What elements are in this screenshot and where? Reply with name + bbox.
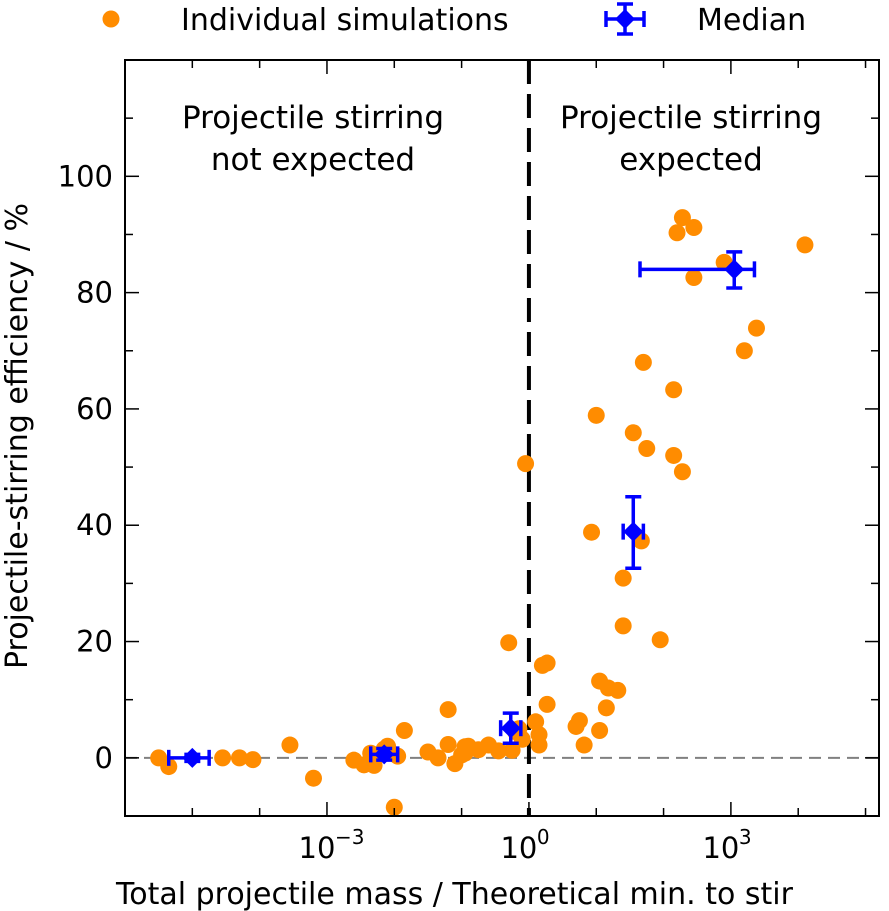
individual-point xyxy=(634,353,652,371)
region-label-left-line1: Projectile stirring xyxy=(182,100,444,136)
individual-point xyxy=(439,701,457,719)
median-diamond xyxy=(374,744,395,765)
individual-point xyxy=(735,342,753,360)
individual-point xyxy=(668,224,686,242)
median-diamond xyxy=(724,259,745,280)
x-axis-label: Total projectile mass / Theoretical min.… xyxy=(115,877,794,911)
x-tick-label-exponent: 0 xyxy=(537,825,550,849)
individual-point xyxy=(214,749,232,767)
individual-point xyxy=(538,654,556,672)
legend-marker-median xyxy=(604,2,646,36)
y-tick-label: 20 xyxy=(76,625,113,659)
individual-point xyxy=(538,695,556,713)
individual-point xyxy=(651,631,669,649)
median-point xyxy=(638,250,757,290)
median-point xyxy=(604,2,646,36)
plot-frame xyxy=(124,59,880,817)
individual-point xyxy=(230,749,248,767)
x-tick-label-exponent: 3 xyxy=(739,825,752,849)
median-diamond xyxy=(615,9,635,29)
median-point xyxy=(167,747,211,768)
x-tick-label: 10 xyxy=(702,831,739,865)
individual-point xyxy=(500,634,518,652)
individual-point xyxy=(685,268,703,286)
individual-point xyxy=(583,523,601,541)
individual-point xyxy=(591,722,609,740)
individual-point xyxy=(490,742,508,760)
median-point xyxy=(498,711,523,746)
individual-point xyxy=(685,218,703,236)
legend-label-median: Median xyxy=(697,3,806,38)
region-label-right-line2: expected xyxy=(619,142,763,178)
individual-point xyxy=(517,455,535,473)
individual-point xyxy=(673,463,691,481)
legend-label-individual: Individual simulations xyxy=(181,3,509,38)
y-tick-label: 40 xyxy=(76,508,113,542)
individual-point xyxy=(597,699,615,717)
individual-point xyxy=(614,569,632,587)
y-axis-label: Projectile-stirring efficiency / % xyxy=(0,203,35,669)
median-diamond xyxy=(500,718,521,739)
individual-point xyxy=(281,736,299,754)
y-tick-label: 100 xyxy=(58,159,113,193)
legend-marker-individual xyxy=(102,10,120,28)
individual-point xyxy=(305,769,322,787)
median-diamond xyxy=(623,521,644,542)
individual-point xyxy=(439,735,457,753)
region-label-right-line1: Projectile stirring xyxy=(560,100,822,136)
median-diamond xyxy=(182,747,203,768)
individual-point xyxy=(244,751,262,769)
individual-point xyxy=(395,722,413,740)
individual-point xyxy=(456,738,474,756)
individual-point xyxy=(385,798,403,816)
individual-point xyxy=(624,424,642,442)
individual-point xyxy=(796,236,814,254)
individual-point xyxy=(530,736,548,754)
individual-point xyxy=(570,712,588,730)
legend: Individual simulations Median xyxy=(102,2,806,38)
individual-point xyxy=(575,736,593,754)
individual-point xyxy=(160,758,178,776)
y-tick-label: 0 xyxy=(95,741,113,775)
y-tick-label: 80 xyxy=(76,276,113,310)
individual-point xyxy=(527,713,545,731)
x-tick-label-exponent: −3 xyxy=(335,825,364,849)
individual-point xyxy=(673,209,691,227)
individual-point xyxy=(587,406,605,424)
individual-point xyxy=(638,439,656,457)
x-tick-label: 10 xyxy=(500,831,537,865)
individual-point xyxy=(665,446,683,464)
region-label-left-line2: not expected xyxy=(211,142,415,178)
individual-point xyxy=(429,749,447,767)
median-point xyxy=(368,744,400,765)
individual-point xyxy=(503,741,521,759)
individual-point xyxy=(747,319,765,337)
individual-point xyxy=(665,381,683,399)
individual-point xyxy=(609,681,627,699)
individual-point xyxy=(614,617,632,635)
median-point xyxy=(621,494,646,571)
y-tick-label: 60 xyxy=(76,392,113,426)
x-tick-label: 10 xyxy=(299,831,336,865)
